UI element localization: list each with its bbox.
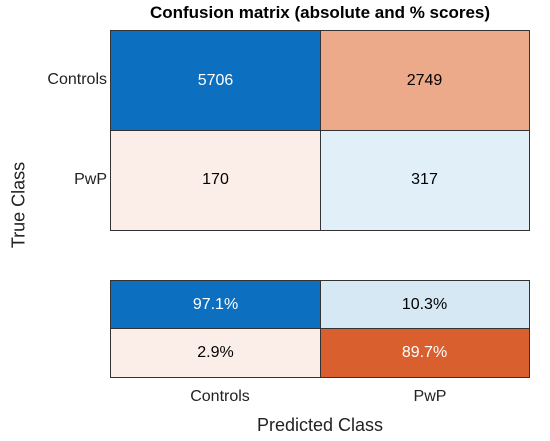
grid-divider xyxy=(320,281,321,377)
count-cell: 170 xyxy=(111,130,320,230)
x-axis-label: Predicted Class xyxy=(256,415,384,435)
summary-cell: 2.9% xyxy=(111,329,320,377)
summary-cell: 97.1% xyxy=(111,281,320,329)
summary-value: 2.9% xyxy=(197,344,234,361)
summary-value: 89.7% xyxy=(401,344,448,361)
count-cell: 5706 xyxy=(111,31,320,131)
summary-value: 97.1% xyxy=(192,296,239,313)
count-value: 170 xyxy=(202,171,229,189)
col-label-controls: Controls xyxy=(190,388,250,405)
chart-title: Confusion matrix (absolute and % scores) xyxy=(149,3,491,22)
grid-divider xyxy=(111,130,529,131)
count-value: 5706 xyxy=(197,71,234,89)
count-cell: 317 xyxy=(320,130,529,230)
count-cell: 2749 xyxy=(320,31,529,131)
count-matrix: 5706 2749 170 317 xyxy=(110,30,530,231)
summary-cell: 89.7% xyxy=(320,329,529,377)
y-axis-label: True Class xyxy=(8,161,29,249)
count-value: 2749 xyxy=(406,71,443,89)
col-label-pwp: PwP xyxy=(413,388,447,405)
summary-value: 10.3% xyxy=(401,296,448,313)
grid-divider xyxy=(111,328,529,329)
row-label-pwp: PwP xyxy=(74,171,107,188)
row-label-controls: Controls xyxy=(47,71,107,88)
count-value: 317 xyxy=(411,171,438,189)
column-summary-matrix: 97.1% 10.3% 2.9% 89.7% xyxy=(110,280,530,378)
summary-cell: 10.3% xyxy=(320,281,529,329)
